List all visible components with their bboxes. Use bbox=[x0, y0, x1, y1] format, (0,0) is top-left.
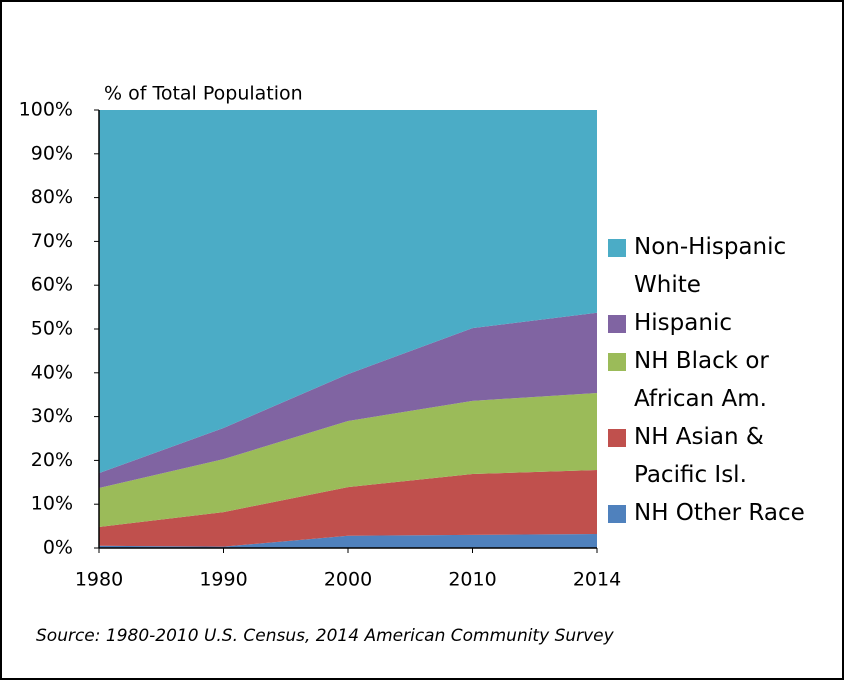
legend-entry: Non-Hispanic White bbox=[608, 228, 834, 304]
x-tick-label: 2014 bbox=[573, 569, 621, 591]
legend-label: Non-Hispanic White bbox=[634, 234, 787, 298]
legend-entry: NH Other Race bbox=[608, 494, 834, 532]
y-tick-label: 40% bbox=[31, 361, 73, 383]
legend-swatch bbox=[608, 353, 626, 371]
y-tick-label: 60% bbox=[31, 274, 73, 296]
areas bbox=[99, 110, 597, 548]
area bbox=[99, 312, 597, 488]
y-tick-label: 50% bbox=[31, 318, 73, 340]
legend-label: NH Asian & Pacific Isl. bbox=[634, 424, 764, 488]
legend-label: NH Other Race bbox=[634, 500, 805, 526]
legend-swatch bbox=[608, 429, 626, 447]
x-tick-label: 1980 bbox=[75, 569, 123, 591]
legend-entry: NH Asian & Pacific Isl. bbox=[608, 418, 834, 494]
y-tick-label: 30% bbox=[31, 405, 73, 427]
x-tick-label: 2000 bbox=[324, 569, 372, 591]
area bbox=[99, 470, 597, 547]
legend-label: NH Black or African Am. bbox=[634, 348, 769, 412]
legend-swatch bbox=[608, 505, 626, 523]
y-axis-label: % of Total Population bbox=[104, 83, 303, 105]
x-tick-label: 2010 bbox=[448, 569, 496, 591]
y-tick-label: 70% bbox=[31, 230, 73, 252]
y-tick-label: 100% bbox=[19, 99, 73, 121]
y-tick-label: 0% bbox=[43, 537, 73, 559]
x-tick-label: 1990 bbox=[199, 569, 247, 591]
legend-entry: NH Black or African Am. bbox=[608, 342, 834, 418]
y-tick-label: 80% bbox=[31, 186, 73, 208]
legend-swatch bbox=[608, 239, 626, 257]
area bbox=[99, 110, 597, 474]
y-tick-label: 10% bbox=[31, 493, 73, 515]
source-note: Source: 1980-2010 U.S. Census, 2014 Amer… bbox=[36, 626, 615, 646]
legend-swatch bbox=[608, 315, 626, 333]
y-tick-label: 90% bbox=[31, 142, 73, 164]
legend-entry: Hispanic bbox=[608, 304, 834, 342]
area bbox=[99, 533, 597, 548]
legend: Non-Hispanic White Hispanic NH Black or Af… bbox=[608, 228, 838, 532]
legend-label: Hispanic bbox=[634, 310, 732, 336]
y-tick-label: 20% bbox=[31, 449, 73, 471]
area bbox=[99, 392, 597, 527]
